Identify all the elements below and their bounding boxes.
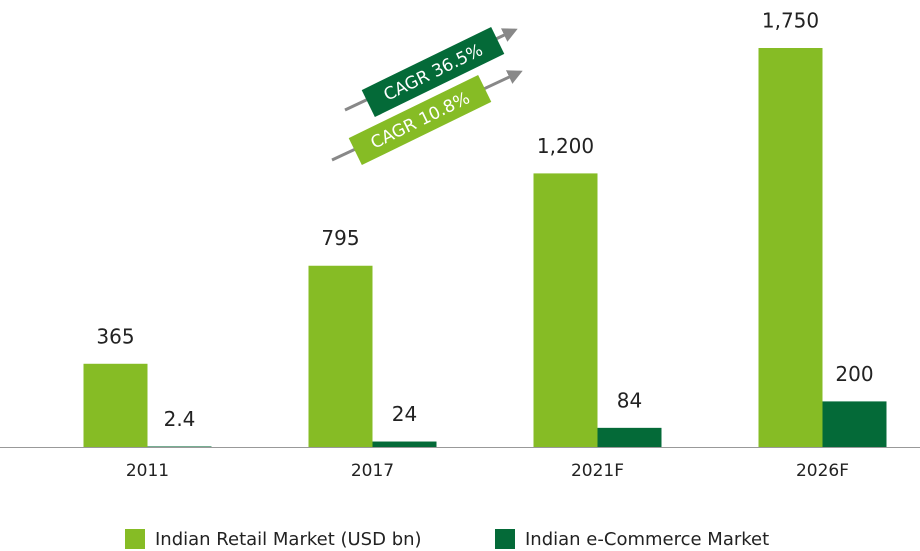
legend-swatch — [495, 529, 515, 549]
bar — [758, 48, 823, 447]
bar — [372, 441, 437, 447]
value-label: 2.4 — [164, 407, 196, 431]
value-label: 1,750 — [762, 9, 819, 33]
value-label: 1,200 — [537, 134, 594, 158]
x-tick-label: 2021F — [571, 461, 624, 481]
value-label: 795 — [321, 226, 359, 250]
value-label: 84 — [617, 388, 642, 412]
annotation-box — [348, 74, 492, 166]
bar — [147, 446, 212, 447]
x-tick-label: 2017 — [351, 461, 394, 481]
annotation-box — [361, 26, 505, 118]
x-tick-label: 2011 — [126, 461, 169, 481]
value-label: 24 — [392, 402, 417, 426]
bar — [308, 265, 373, 447]
bar — [533, 173, 598, 447]
x-tick-label: 2026F — [796, 461, 849, 481]
bar — [83, 363, 148, 447]
value-label: 365 — [96, 324, 134, 348]
legend-label: Indian e-Commerce Market — [525, 529, 769, 550]
legend-swatch — [125, 529, 145, 549]
bar — [597, 427, 662, 447]
value-label: 200 — [835, 362, 873, 386]
bar — [822, 401, 887, 447]
legend-label: Indian Retail Market (USD bn) — [155, 529, 422, 550]
